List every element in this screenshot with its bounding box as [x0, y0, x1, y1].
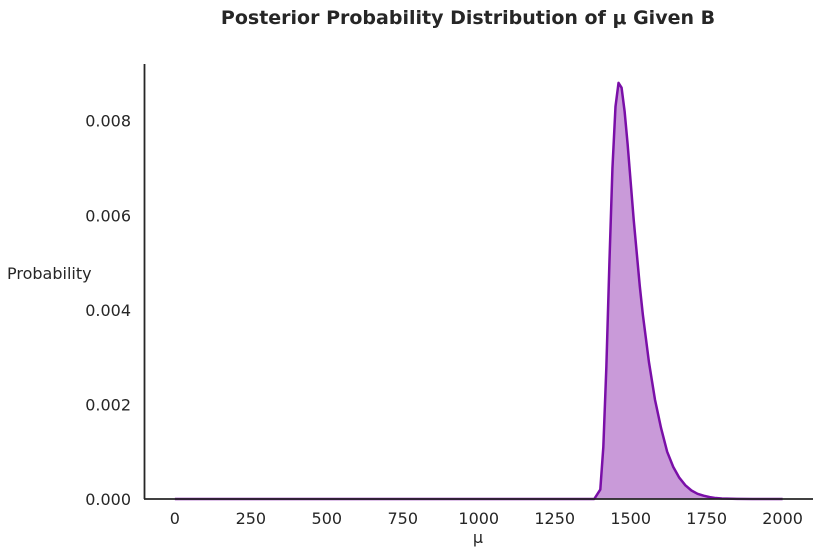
series-area-fill [174, 82, 783, 499]
y-tick-label: 0.006 [85, 206, 131, 225]
y-tick-label: 0.008 [85, 112, 131, 131]
chart-title: Posterior Probability Distribution of μ … [221, 7, 715, 29]
series-line [174, 81, 783, 501]
plot-area [174, 81, 783, 501]
x-tick-labels: 0 250 500 750 1000 1250 1500 1750 2000 [170, 509, 803, 528]
x-tick-label: 1250 [534, 509, 575, 528]
y-tick-labels: 0.000 0.002 0.004 0.006 0.008 [85, 112, 131, 509]
y-tick-label: 0.002 [85, 395, 131, 414]
x-tick-label: 1750 [686, 509, 727, 528]
x-tick-label: 250 [236, 509, 267, 528]
y-tick-label: 0.004 [85, 301, 131, 320]
x-tick-label: 500 [312, 509, 343, 528]
x-axis-label: μ [473, 528, 483, 547]
x-tick-label: 1000 [458, 509, 499, 528]
y-axis-label: Probability [7, 264, 92, 283]
x-tick-label: 0 [170, 509, 180, 528]
y-tick-label: 0.000 [85, 490, 131, 509]
x-tick-label: 2000 [762, 509, 803, 528]
x-tick-label: 1500 [610, 509, 651, 528]
x-tick-label: 750 [388, 509, 419, 528]
